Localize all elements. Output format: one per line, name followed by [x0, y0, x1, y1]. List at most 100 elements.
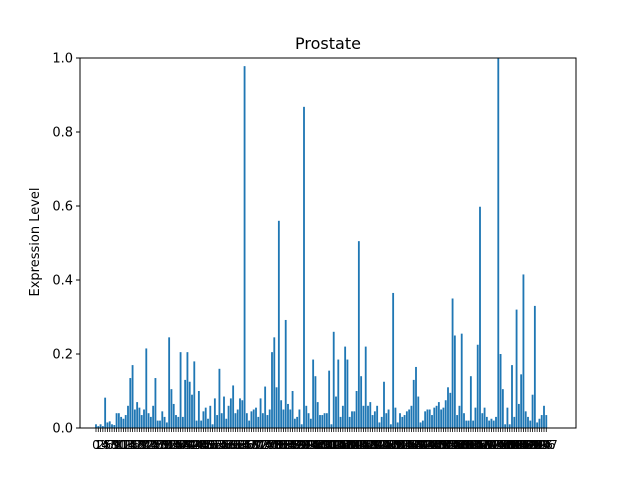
bar [335, 396, 337, 428]
x-tick-label: 137 [398, 438, 421, 452]
bar [387, 409, 390, 428]
bar [508, 424, 511, 428]
bar [355, 391, 358, 428]
bar [341, 405, 344, 428]
bar [497, 58, 500, 428]
x-tick-label: 41 [182, 438, 197, 452]
bar [117, 413, 120, 428]
bar [250, 411, 253, 428]
bar [515, 309, 518, 428]
bar [140, 415, 143, 428]
x-tick-label: 59 [223, 438, 238, 452]
bar [145, 348, 148, 428]
x-tick-label: 51 [205, 438, 220, 452]
x-tick-label: 117 [352, 438, 375, 452]
bar [483, 407, 486, 428]
bar [234, 413, 237, 428]
y-axis: 0.0 0.2 0.4 0.6 0.8 1.0 [52, 52, 80, 437]
x-tick-label: 122 [363, 438, 386, 452]
bar [476, 344, 479, 428]
x-tick-label: 60 [226, 438, 241, 452]
x-tick-label: 13 [118, 438, 133, 452]
x-tick-label: 146 [418, 438, 441, 452]
x-tick-label: 2 [97, 438, 105, 452]
x-tick-label: 86 [285, 438, 300, 452]
bar [440, 409, 443, 428]
bar-series [95, 58, 548, 428]
x-tick-label: 149 [425, 438, 448, 452]
x-tick-label: 153 [434, 438, 457, 452]
x-tick-label: 8 [110, 438, 118, 452]
bar [220, 413, 223, 428]
x-tick-label: 131 [384, 438, 407, 452]
x-tick-label: 92 [299, 438, 314, 452]
x-tick-label: 182 [501, 438, 524, 452]
bar [323, 413, 326, 428]
bar [412, 379, 415, 428]
y-tick-label: 0.8 [52, 126, 73, 141]
x-tick-label: 15 [123, 438, 138, 452]
x-tick-label: 165 [462, 438, 485, 452]
bar [252, 409, 255, 428]
x-tick-label: 62 [230, 438, 245, 452]
x-tick-label: 74 [258, 438, 273, 452]
bar [451, 298, 454, 428]
bar [186, 352, 189, 428]
bar [184, 379, 187, 428]
bar [319, 415, 321, 428]
x-tick-label: 77 [264, 438, 279, 452]
x-tick-label: 65 [237, 438, 252, 452]
bar [106, 422, 109, 428]
bar [529, 420, 532, 428]
bar [261, 413, 264, 428]
bar [291, 391, 294, 428]
bar [449, 392, 452, 428]
bar [325, 413, 328, 428]
bar [543, 405, 545, 428]
x-tick-label: 105 [325, 438, 348, 452]
x-tick-label: 169 [471, 438, 494, 452]
x-tick-label: 185 [507, 438, 530, 452]
x-tick-label: 63 [232, 438, 247, 452]
bar [266, 415, 269, 428]
x-tick-label: 75 [260, 438, 275, 452]
bar [223, 396, 225, 428]
x-tick-label: 184 [505, 438, 528, 452]
bar [511, 365, 513, 428]
x-tick-label: 69 [246, 438, 261, 452]
bar [433, 407, 436, 428]
bar [369, 402, 372, 428]
bar [463, 413, 465, 428]
x-tick-label: 91 [296, 438, 311, 452]
bar [115, 413, 118, 428]
x-tick-label: 109 [334, 438, 357, 452]
bar [524, 411, 527, 428]
x-tick-label: 162 [455, 438, 478, 452]
x-tick-label: 37 [173, 438, 188, 452]
bar [232, 385, 235, 428]
bar [216, 415, 219, 428]
x-tick-label: 145 [416, 438, 439, 452]
bar [504, 424, 507, 428]
bar [303, 106, 305, 428]
x-tick-label: 101 [315, 438, 338, 452]
x-tick-label: 171 [475, 438, 498, 452]
bar [138, 407, 141, 428]
bar [348, 416, 351, 428]
bar [197, 391, 200, 428]
bar [225, 418, 228, 428]
bar [241, 400, 244, 428]
bar [394, 407, 397, 428]
bar [257, 416, 260, 428]
x-tick-label: 168 [469, 438, 492, 452]
bar [273, 337, 276, 428]
x-tick-label: 189 [517, 438, 540, 452]
bar [321, 415, 324, 428]
bar [488, 420, 491, 428]
bar [465, 420, 468, 428]
bar [392, 292, 395, 428]
x-tick-label: 123 [366, 438, 389, 452]
bar [170, 389, 173, 428]
x-tick-label: 197 [535, 438, 558, 452]
